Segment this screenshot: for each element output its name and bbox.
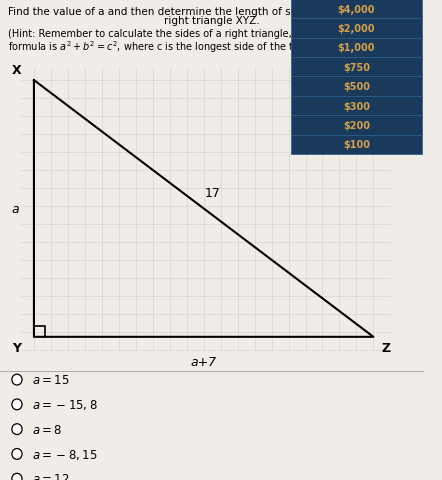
Circle shape	[12, 424, 22, 435]
Text: $2,000: $2,000	[338, 24, 375, 34]
FancyBboxPatch shape	[291, 19, 422, 39]
Text: Find the value of a and then determine the length of side XY for the: Find the value of a and then determine t…	[8, 7, 362, 17]
Text: $300: $300	[343, 101, 370, 111]
Circle shape	[12, 449, 22, 459]
Text: a+7: a+7	[191, 355, 217, 368]
Text: Y: Y	[12, 342, 21, 355]
Circle shape	[12, 399, 22, 410]
FancyBboxPatch shape	[291, 77, 422, 96]
Text: $a = 15$: $a = 15$	[32, 373, 69, 386]
Text: $4,000: $4,000	[338, 5, 375, 15]
Text: a: a	[11, 203, 19, 216]
Text: right triangle XYZ.: right triangle XYZ.	[164, 16, 260, 26]
Text: 17: 17	[204, 187, 220, 200]
Text: $a = 8$: $a = 8$	[32, 423, 62, 436]
Text: (Hint: Remember to calculate the sides of a right triangle, the: (Hint: Remember to calculate the sides o…	[8, 29, 312, 39]
FancyBboxPatch shape	[291, 135, 422, 155]
FancyBboxPatch shape	[291, 58, 422, 77]
Circle shape	[12, 374, 22, 385]
Text: $a = 12$: $a = 12$	[32, 472, 69, 480]
FancyBboxPatch shape	[291, 96, 422, 116]
Text: Z: Z	[382, 342, 391, 355]
FancyBboxPatch shape	[291, 116, 422, 135]
Text: X: X	[11, 63, 21, 76]
Text: $a = -15, 8$: $a = -15, 8$	[32, 397, 97, 411]
Text: formula is $a^2 + b^2 = c^2$, where c is the longest side of the triangle): formula is $a^2 + b^2 = c^2$, where c is…	[8, 39, 332, 55]
Circle shape	[12, 473, 22, 480]
Text: $a = -8, 15$: $a = -8, 15$	[32, 447, 97, 461]
FancyBboxPatch shape	[291, 39, 422, 58]
Text: $200: $200	[343, 120, 370, 131]
Text: $1,000: $1,000	[338, 43, 375, 53]
Text: $750: $750	[343, 63, 370, 72]
Text: $100: $100	[343, 140, 370, 150]
Text: $500: $500	[343, 82, 370, 92]
FancyBboxPatch shape	[291, 0, 422, 19]
